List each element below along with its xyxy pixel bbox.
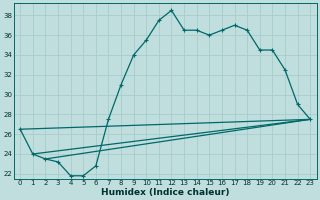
X-axis label: Humidex (Indice chaleur): Humidex (Indice chaleur) xyxy=(101,188,229,197)
